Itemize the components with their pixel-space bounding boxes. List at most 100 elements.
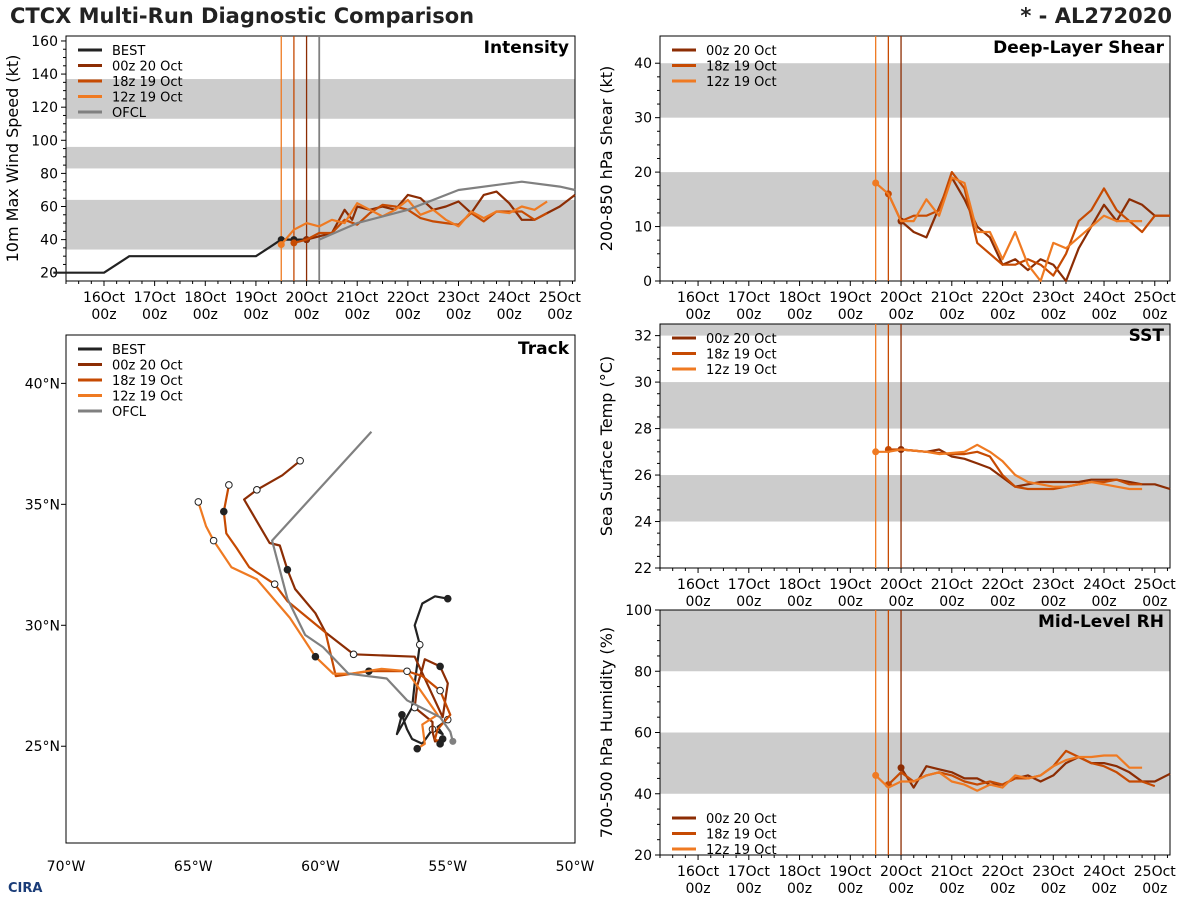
track-position-marker	[436, 686, 444, 695]
sst-ytick-label: 28	[634, 422, 652, 438]
track-ytick-label: 35°N	[25, 497, 60, 513]
shear-xtick-label: 00z	[888, 307, 913, 323]
shear-xtick-label: 17Oct	[728, 290, 771, 306]
track-position-marker	[296, 456, 304, 465]
intensity-frame	[65, 35, 576, 282]
rh-ytick-label: 80	[634, 664, 652, 680]
intensity-band-1	[66, 146, 575, 169]
rh-ytick-label: 40	[634, 787, 652, 803]
rh-xtick-label: 00z	[1091, 881, 1116, 897]
intensity-legend-label: BEST	[112, 44, 145, 59]
intensity-xtick-label: 00z	[243, 307, 268, 323]
intensity-xtick-label: 00z	[142, 307, 167, 323]
sst-xtick-label: 20Oct	[880, 577, 923, 593]
track-xtick-label: 70°W	[47, 859, 86, 875]
track-position-marker	[349, 650, 358, 659]
intensity-ytick-label: 40	[40, 233, 58, 249]
shear-xtick-label: 00z	[736, 307, 761, 323]
intensity-panel-title: Intensity	[484, 38, 569, 58]
intensity-xtick-label: 23Oct	[437, 290, 480, 306]
sst-init-point	[872, 448, 880, 456]
shear-xtick-label: 00z	[1041, 307, 1066, 323]
rh-xtick-label: 21Oct	[931, 864, 974, 880]
intensity-xtick-label: 20Oct	[286, 290, 329, 306]
track-series-00z-20-oct	[243, 459, 449, 743]
track-frame	[65, 334, 576, 844]
sst-band-1	[660, 382, 1170, 429]
intensity-ytick-label: 60	[40, 200, 58, 216]
intensity-xtick-label: 17Oct	[134, 290, 177, 306]
shear-ytick-label: 20	[634, 165, 652, 181]
track-series-ofcl	[271, 431, 454, 742]
rh-xtick-label: 00z	[736, 881, 761, 897]
storm-id: * - AL272020	[1020, 4, 1172, 28]
track-position-marker	[225, 481, 233, 489]
intensity-xtick-label: 22Oct	[387, 290, 430, 306]
sst-xtick-label: 24Oct	[1083, 577, 1126, 593]
shear-series-12z-19-oct	[874, 176, 1143, 283]
rh-init-point	[872, 771, 880, 779]
track-position-marker	[443, 594, 452, 603]
track-xtick-label: 55°W	[428, 859, 467, 875]
intensity-legend-label: 00z 20 Oct	[112, 60, 183, 75]
track-xtick-label: 65°W	[174, 859, 213, 875]
rh-xtick-label: 00z	[1142, 881, 1167, 897]
track-position-marker	[270, 580, 279, 588]
sst-xtick-label: 00z	[1091, 594, 1116, 610]
intensity-xtick-label: 00z	[547, 307, 572, 323]
track-xtick-label: 50°W	[556, 859, 595, 875]
sst-xtick-label: 25Oct	[1134, 577, 1177, 593]
track-ytick-label: 40°N	[25, 376, 60, 392]
rh-xtick-label: 00z	[685, 881, 710, 897]
sst-xtick-label: 00z	[1142, 594, 1167, 610]
shear-legend-label: 12z 19 Oct	[706, 75, 777, 90]
intensity-init-point	[290, 239, 298, 247]
sst-xtick-label: 18Oct	[779, 577, 822, 593]
sst-ytick-label: 22	[634, 561, 652, 577]
track-position-marker	[253, 486, 261, 494]
intensity-series-ofcl	[318, 180, 576, 241]
track-position-marker	[209, 536, 218, 545]
rh-xtick-label: 00z	[990, 881, 1015, 897]
sst-xtick-label: 19Oct	[829, 577, 872, 593]
rh-xtick-label: 00z	[1041, 881, 1066, 897]
track-ytick-label: 30°N	[25, 618, 60, 634]
shear-xtick-label: 00z	[1142, 307, 1167, 323]
sst-xtick-label: 00z	[787, 594, 812, 610]
track-legend-label: 00z 20 Oct	[112, 359, 183, 374]
rh-ylabel: 700-500 hPa Humidity (%)	[597, 627, 616, 838]
intensity-ytick-label: 80	[40, 166, 58, 182]
shear-ytick-label: 30	[634, 111, 652, 127]
rh-legend-label: 12z 19 Oct	[706, 843, 777, 858]
rh-band-1	[660, 610, 1170, 672]
track-legend-label: 18z 19 Oct	[112, 374, 183, 389]
shear-xtick-label: 24Oct	[1083, 290, 1126, 306]
intensity-xtick-label: 25Oct	[539, 290, 582, 306]
shear-xtick-label: 18Oct	[779, 290, 822, 306]
rh-xtick-label: 16Oct	[677, 864, 720, 880]
rh-series-00z-20-oct	[900, 755, 1171, 789]
track-ytick-label: 25°N	[25, 739, 60, 755]
shear-xtick-label: 00z	[838, 307, 863, 323]
sst-xtick-label: 00z	[939, 594, 964, 610]
intensity-xtick-label: 19Oct	[235, 290, 278, 306]
sst-ylabel: Sea Surface Temp (°C)	[597, 356, 616, 536]
shear-xtick-label: 22Oct	[982, 290, 1025, 306]
intensity-ytick-label: 160	[31, 34, 58, 50]
intensity-xtick-label: 00z	[294, 307, 319, 323]
intensity-init-point	[277, 241, 285, 249]
rh-ytick-label: 100	[625, 603, 652, 619]
shear-ytick-label: 10	[634, 220, 652, 236]
rh-panel-title: Mid-Level RH	[1038, 612, 1164, 632]
sst-band-2	[660, 324, 1170, 336]
sst-ytick-label: 24	[634, 515, 652, 531]
shear-ytick-label: 0	[643, 274, 652, 290]
sst-xtick-label: 00z	[838, 594, 863, 610]
rh-init-point	[897, 764, 905, 772]
intensity-legend-label: OFCL	[112, 106, 147, 121]
sst-ytick-label: 30	[634, 375, 652, 391]
rh-xtick-label: 20Oct	[880, 864, 923, 880]
shear-xtick-label: 20Oct	[880, 290, 923, 306]
rh-series-12z-19-oct	[874, 754, 1143, 792]
